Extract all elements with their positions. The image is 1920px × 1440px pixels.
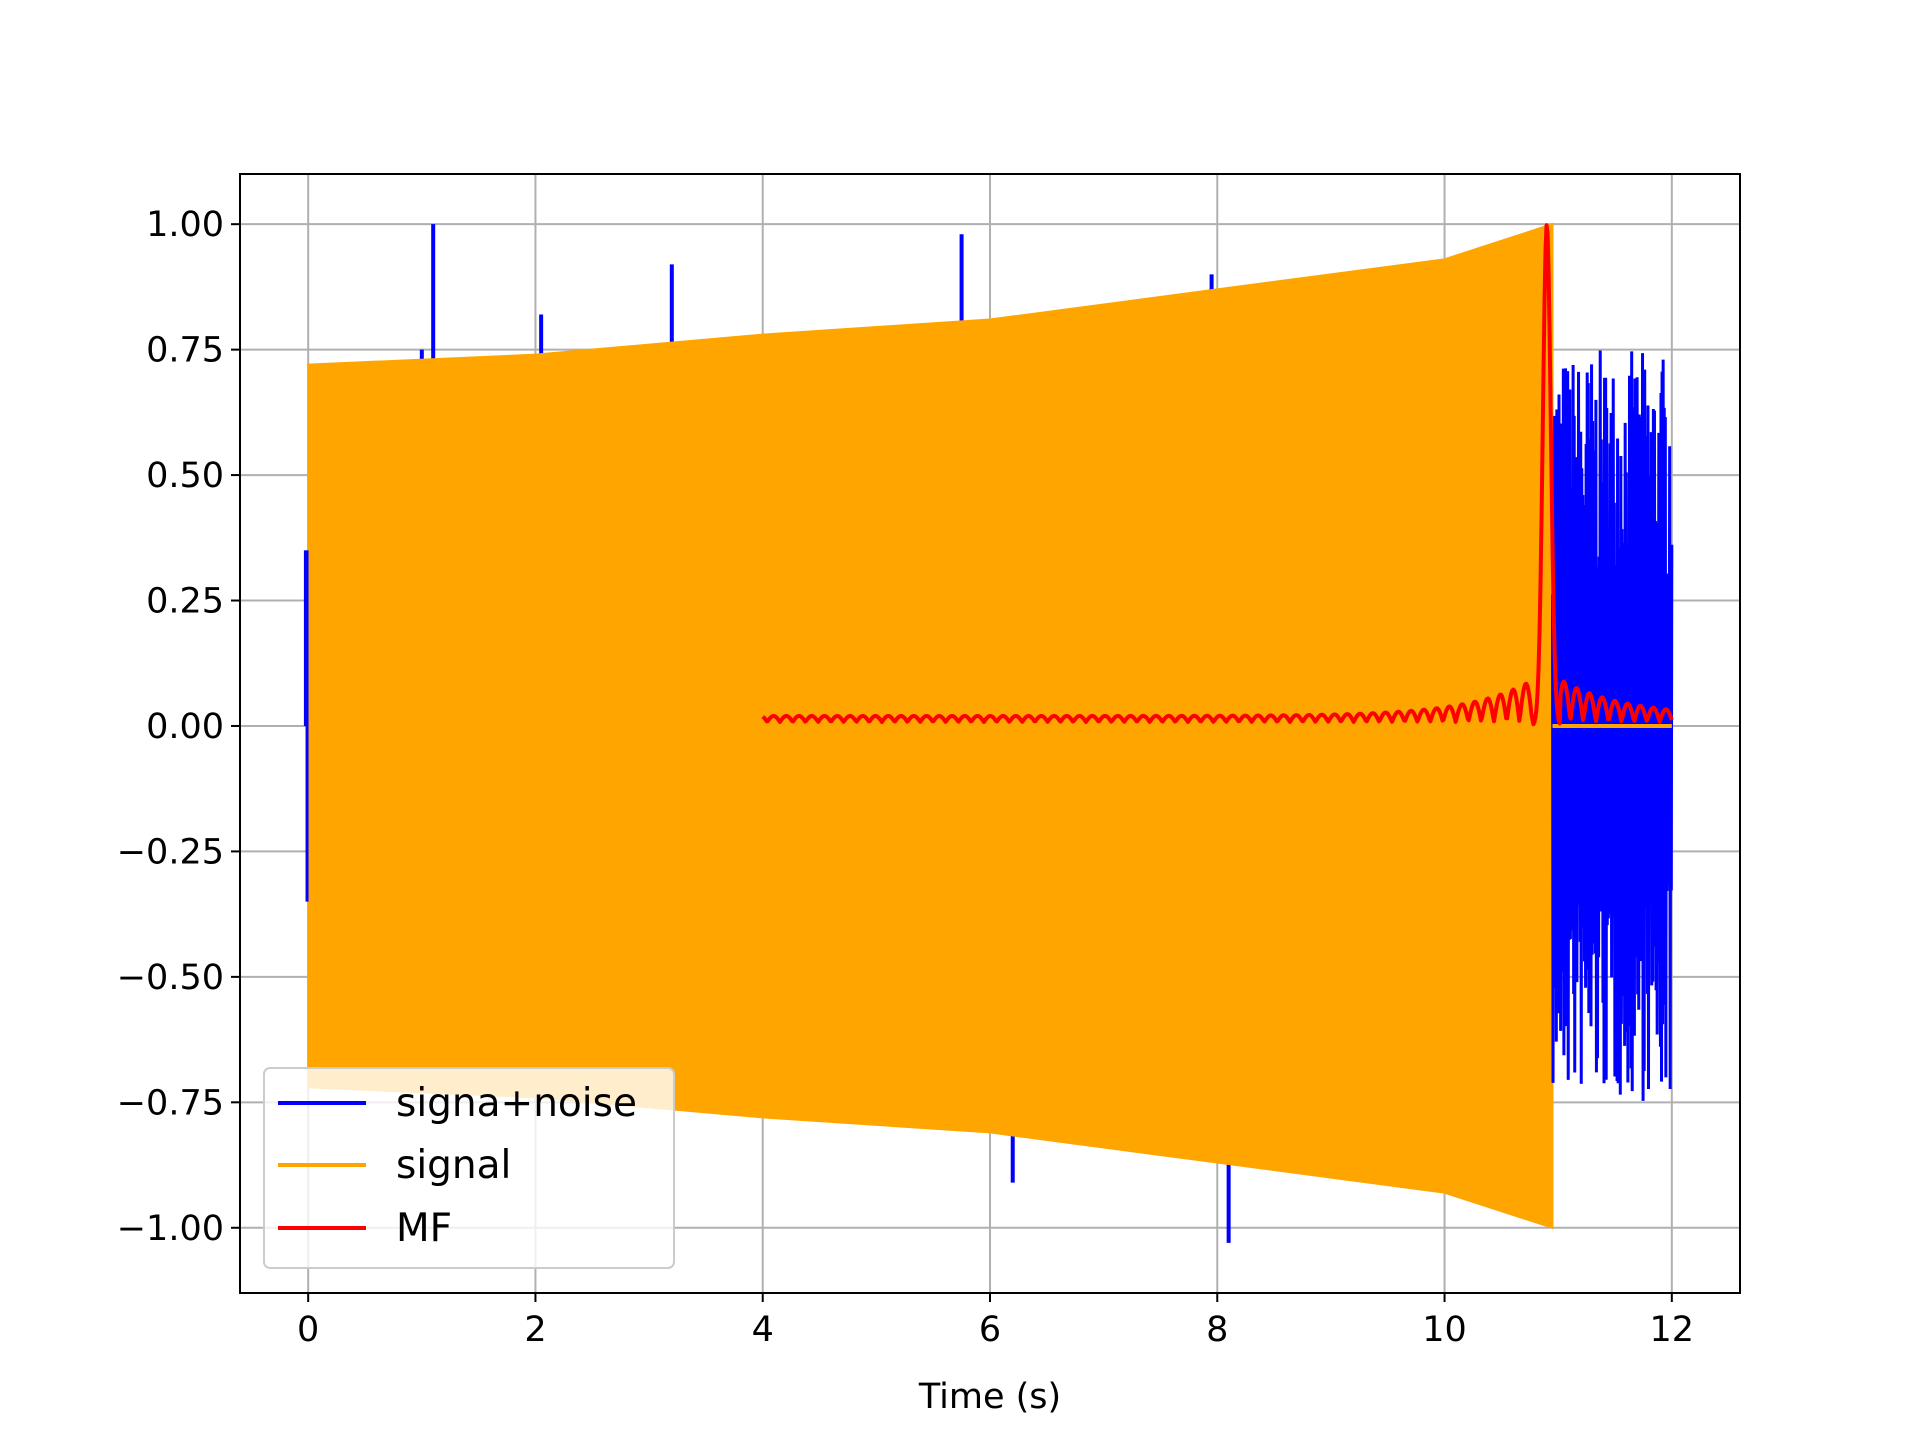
legend: signa+noise signal MF: [263, 1067, 675, 1269]
y-tick-label: −0.50: [117, 958, 224, 998]
x-tick-label: 10: [1422, 1310, 1467, 1350]
y-tick-label: 0.00: [146, 707, 224, 747]
x-tick-label: 4: [752, 1310, 774, 1350]
y-tick-label: 0.50: [146, 456, 224, 496]
y-axis: 1.00 0.75 0.50 0.25 0.00 −0.25 −0.50 −0.75 −1.00: [117, 205, 240, 1249]
y-tick-label: −0.25: [117, 832, 224, 872]
x-tick-label: 2: [524, 1310, 546, 1350]
mf-line: [761, 223, 1674, 727]
y-tick-label: −0.75: [117, 1083, 224, 1123]
y-tick-label: 0.25: [146, 582, 224, 622]
x-axis-label: Time (s): [918, 1377, 1061, 1417]
x-tick-label: 0: [297, 1310, 319, 1350]
y-tick-label: −1.00: [117, 1209, 224, 1249]
signal-noise-tail: [1551, 350, 1674, 1101]
x-tick-label: 12: [1650, 1310, 1695, 1350]
legend-label-signal: signal: [396, 1143, 511, 1188]
legend-label-signal-noise: signa+noise: [396, 1081, 637, 1126]
y-tick-label: 0.75: [146, 331, 224, 371]
legend-box: [263, 1067, 675, 1269]
legend-label-mf: MF: [396, 1206, 452, 1251]
x-tick-label: 6: [979, 1310, 1001, 1350]
plot-area: [303, 222, 1674, 1243]
x-axis: 0 2 4 6 8 10 12: [297, 1293, 1694, 1350]
x-tick-label: 8: [1206, 1310, 1228, 1350]
y-tick-label: 1.00: [146, 205, 224, 245]
